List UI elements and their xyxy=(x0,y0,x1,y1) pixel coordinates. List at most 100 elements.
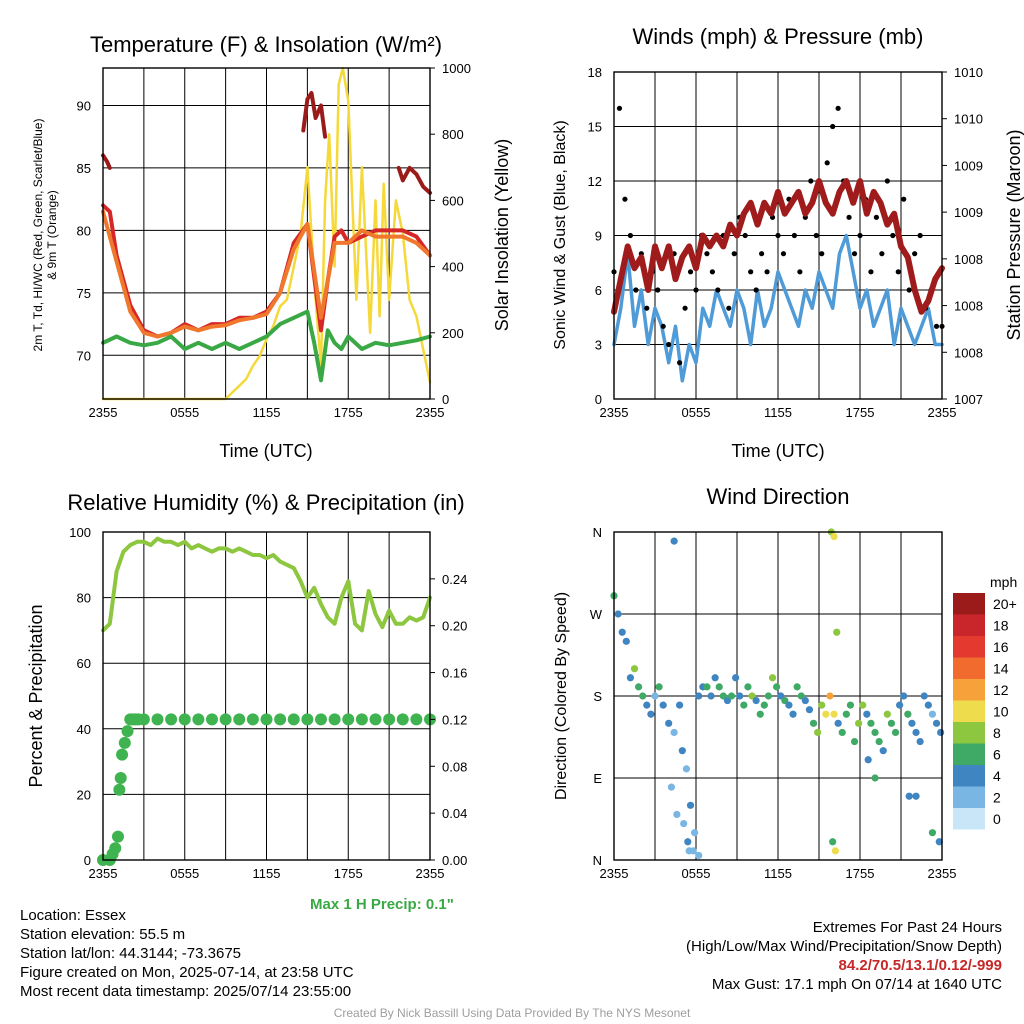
temperature-line xyxy=(101,153,112,170)
y-tick-label: 0 xyxy=(595,392,602,407)
x-tick-label: 2355 xyxy=(600,405,629,420)
direction-point xyxy=(935,838,943,846)
x-tick-label: 1155 xyxy=(253,866,281,881)
extremes-title: Extremes For Past 24 Hours xyxy=(812,919,1002,936)
gust-point xyxy=(693,287,699,293)
precip-point xyxy=(274,713,287,726)
direction-point xyxy=(680,819,688,828)
insolation-line xyxy=(101,66,432,401)
direction-point xyxy=(670,728,678,737)
gust-point xyxy=(633,287,639,293)
y-tick-label: 20 xyxy=(77,787,91,802)
direction-point xyxy=(686,801,695,809)
y-tick-label: 60 xyxy=(77,656,91,671)
legend-label: 10 xyxy=(993,704,1009,720)
legend-label: 18 xyxy=(993,618,1009,634)
direction-point xyxy=(859,701,867,709)
precip-point xyxy=(121,725,134,738)
direction-point xyxy=(883,710,891,718)
latlon-line: Station lat/lon: 44.3144; -73.3675 xyxy=(20,945,242,962)
direction-point xyxy=(855,719,863,727)
x-tick-label: 0555 xyxy=(682,405,711,420)
direction-point xyxy=(707,692,715,700)
gust-point xyxy=(709,269,716,275)
direction-point xyxy=(875,737,883,746)
direction-point xyxy=(736,692,744,700)
direction-point xyxy=(752,696,760,705)
x-tick-label: 1755 xyxy=(334,405,363,420)
direction-point xyxy=(685,847,693,855)
precip-point xyxy=(118,736,131,749)
gust-point xyxy=(677,360,683,366)
precip-point xyxy=(113,783,126,796)
gust-point xyxy=(622,196,628,202)
direction-point xyxy=(871,774,879,782)
direction-point xyxy=(732,674,740,682)
y-right-tick-label: 0.08 xyxy=(442,759,467,774)
x-tick-label: 1155 xyxy=(253,405,281,420)
direction-point xyxy=(764,692,773,700)
y-right-tick-label: 1009 xyxy=(954,205,983,220)
gust-point xyxy=(830,123,836,130)
direction-point xyxy=(891,728,900,737)
x-tick-label: 2355 xyxy=(89,866,118,881)
gust-point xyxy=(660,323,666,329)
direction-point xyxy=(647,710,655,718)
x-tick-label: 2355 xyxy=(928,405,957,420)
legend-label: 14 xyxy=(993,661,1009,677)
gust-point xyxy=(687,269,694,275)
direction-point xyxy=(695,851,703,860)
y-tick-label: 18 xyxy=(588,65,602,80)
precip-point xyxy=(114,772,127,784)
gust-point xyxy=(846,214,852,220)
gust-point xyxy=(851,251,858,257)
direction-point xyxy=(924,701,932,709)
gust-point xyxy=(759,251,765,257)
legend-label: 20+ xyxy=(993,596,1017,612)
direction-point xyxy=(928,829,937,837)
x-tick-label: 2355 xyxy=(416,405,445,420)
direction-point xyxy=(667,783,676,791)
gust-point xyxy=(644,305,650,311)
y-tick-label: E xyxy=(593,771,602,786)
direction-point xyxy=(626,674,635,682)
direction-point xyxy=(639,692,647,700)
location-line: Location: Essex xyxy=(20,907,126,924)
y-tick-label: W xyxy=(590,607,603,622)
y-tick-label: 85 xyxy=(77,161,91,176)
rh-chart: 2355 0555 1155 1755 23550204060801000.000.04… xyxy=(26,525,467,881)
temperature-line xyxy=(396,165,432,195)
direction-point xyxy=(920,692,928,700)
max-precip-annotation: Max 1 H Precip: 0.1" xyxy=(310,896,454,913)
station-info: Location: Essex Station elevation: 55.5 … xyxy=(20,906,354,1001)
gust-point xyxy=(895,269,901,275)
direction-point xyxy=(834,719,842,727)
direction-point xyxy=(830,710,838,718)
recent-data-line: Most recent data timestamp: 2025/07/14 2… xyxy=(20,983,352,1000)
legend-color-box xyxy=(953,679,985,701)
direction-point xyxy=(818,701,826,709)
direction-point xyxy=(838,728,846,737)
direction-point xyxy=(756,710,764,718)
direction-point xyxy=(904,710,912,718)
precip-point xyxy=(233,713,246,726)
precip-point xyxy=(219,713,232,726)
direction-point xyxy=(651,692,659,700)
direction-point xyxy=(695,692,703,700)
gust-point xyxy=(715,287,721,293)
x-tick-label: 0555 xyxy=(170,866,199,881)
precip-point xyxy=(246,713,259,726)
x-tick-label: 1155 xyxy=(764,405,792,420)
temp-chart: 2355 0555 1155 1755 2355 70 75 80 85 90 0 200 400 600… xyxy=(31,61,512,461)
y-right-tick-label: 400 xyxy=(442,260,464,275)
direction-point xyxy=(760,701,768,709)
legend-color-box xyxy=(953,808,985,830)
y-tick-label: 15 xyxy=(588,120,602,135)
direction-point xyxy=(833,628,841,636)
precip-point xyxy=(396,713,409,726)
created-line: Figure created on Mon, 2025-07-14, at 23… xyxy=(20,964,354,981)
precip-point xyxy=(206,713,218,726)
legend-color-box xyxy=(953,765,985,787)
y-right-tick-label: 1008 xyxy=(954,345,983,360)
